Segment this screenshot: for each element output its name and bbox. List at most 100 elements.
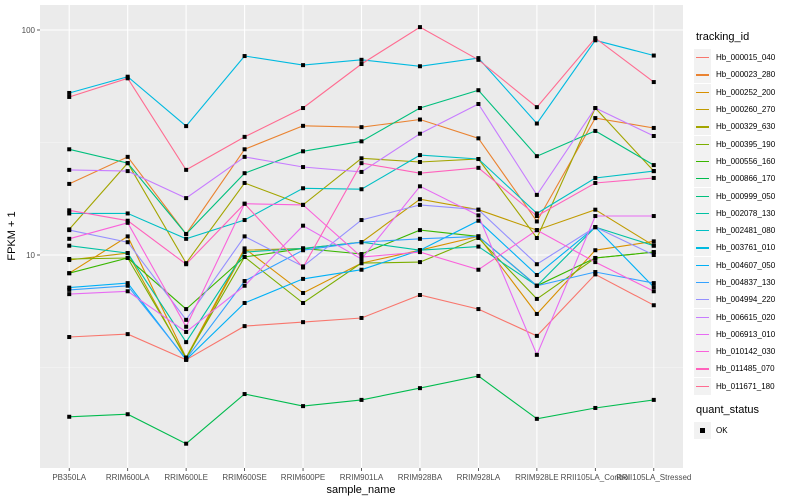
data-point <box>534 296 539 301</box>
x-tick-label: RRIM901LA <box>340 473 384 482</box>
legend-item: Hb_002078_130 <box>694 204 800 222</box>
data-point <box>67 287 72 292</box>
legend-key <box>694 222 711 240</box>
data-point <box>67 94 72 99</box>
data-point <box>301 223 306 228</box>
data-point <box>242 283 247 288</box>
data-point <box>359 267 364 272</box>
data-point <box>359 397 364 402</box>
legend-key <box>694 204 711 222</box>
legend-item: Hb_004837_130 <box>694 274 800 291</box>
data-point <box>359 161 364 166</box>
data-point <box>593 225 598 230</box>
legend-item: Hb_000252_200 <box>694 83 800 101</box>
legend-label: Hb_004994_220 <box>716 295 776 305</box>
legend-item: Hb_000556_160 <box>694 152 800 170</box>
legend-label: Hb_000999_050 <box>716 191 776 201</box>
data-point <box>593 38 598 43</box>
legend-label: Hb_010142_030 <box>716 347 776 357</box>
legend-key <box>694 187 711 205</box>
data-point <box>125 240 130 245</box>
data-point <box>534 352 539 357</box>
line-swatch-icon <box>696 368 709 370</box>
x-axis: PB350LA RRIM600LA RRIM600LE RRIM600SE RRIM60… <box>52 468 691 482</box>
legend-key <box>694 325 711 343</box>
data-point <box>242 250 247 255</box>
data-point <box>534 219 539 224</box>
data-point <box>184 324 189 329</box>
legend-label: Hb_011671_180 <box>716 381 775 391</box>
data-point <box>651 169 656 174</box>
data-point <box>184 236 189 241</box>
data-point <box>125 332 130 337</box>
legend-key <box>694 256 711 274</box>
data-point <box>593 270 598 275</box>
line-swatch-icon <box>696 385 709 387</box>
y-tick-label: 100 <box>22 26 36 35</box>
legend-item: Hb_011671_180 <box>694 377 800 395</box>
data-point <box>417 202 422 207</box>
data-point <box>534 283 539 288</box>
legend-item: Hb_004607_050 <box>694 256 800 274</box>
data-point <box>593 272 598 277</box>
legend-label: Hb_000329_630 <box>716 122 776 132</box>
data-point <box>67 181 72 186</box>
data-point <box>417 184 422 189</box>
data-point <box>476 57 481 62</box>
data-point <box>125 234 130 239</box>
legend-title: tracking_id <box>696 31 750 43</box>
legend-status-label: OK <box>716 426 728 436</box>
data-point <box>417 117 422 122</box>
x-tick-label: PB350LA <box>52 473 86 482</box>
legend-label: Hb_000015_040 <box>716 53 776 63</box>
legend-key <box>694 135 711 153</box>
data-point <box>476 157 481 162</box>
x-tick-label: RRIM600PE <box>281 473 325 482</box>
legend-status-item: OK <box>694 422 759 440</box>
data-point <box>534 105 539 110</box>
data-point <box>417 250 422 255</box>
data-point <box>651 243 656 248</box>
data-point <box>301 123 306 128</box>
data-point <box>359 187 364 192</box>
data-point <box>651 125 656 130</box>
data-point <box>184 307 189 312</box>
line-swatch-icon <box>696 299 709 301</box>
data-point <box>476 244 481 249</box>
data-point <box>476 373 481 378</box>
data-point <box>125 283 130 288</box>
data-point <box>359 315 364 320</box>
data-point <box>417 131 422 136</box>
legend-item: Hb_004994_220 <box>694 291 800 309</box>
legend-key <box>694 239 711 257</box>
data-point <box>125 154 130 159</box>
data-point <box>651 163 656 168</box>
data-point <box>417 386 422 391</box>
data-point <box>184 356 189 361</box>
data-point <box>125 281 130 286</box>
data-point <box>534 262 539 267</box>
data-point <box>651 133 656 138</box>
data-point <box>359 240 364 245</box>
data-point <box>184 262 189 267</box>
legend-item: Hb_002481_080 <box>694 222 800 240</box>
line-swatch-icon <box>696 74 709 76</box>
x-tick-label: RRIM600SE <box>222 473 266 482</box>
data-point <box>534 154 539 159</box>
data-point <box>301 276 306 281</box>
data-point <box>301 63 306 68</box>
data-point <box>67 236 72 241</box>
legend-key <box>694 152 711 170</box>
data-point <box>534 121 539 126</box>
data-point <box>417 293 422 298</box>
data-point <box>651 281 656 286</box>
data-point <box>593 128 598 133</box>
data-point <box>417 64 422 69</box>
x-tick-label: RRIM600LE <box>164 473 208 482</box>
data-point <box>242 134 247 139</box>
y-axis: 10 100 <box>22 26 40 260</box>
data-point <box>534 272 539 277</box>
data-point <box>593 175 598 180</box>
data-point <box>301 265 306 270</box>
data-point <box>125 169 130 174</box>
